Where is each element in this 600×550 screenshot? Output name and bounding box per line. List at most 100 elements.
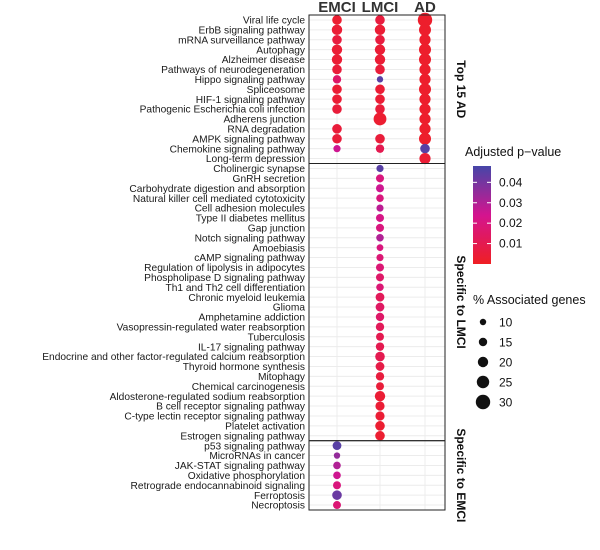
facet-label-specific-to-emci: Specific to EMCI bbox=[454, 428, 468, 522]
dot-chronic-myeloid-leukemia-lmci bbox=[375, 292, 385, 302]
term-label-erbb-signaling-pathway: ErbB signaling pathway bbox=[199, 25, 306, 36]
term-label-th1-and-th2-cell-differentiation: Th1 and Th2 cell differentiation bbox=[165, 283, 305, 294]
dot-alzheimer-disease-ad bbox=[419, 53, 431, 66]
size-legend-dot-15 bbox=[478, 337, 488, 347]
term-label-viral-life-cycle: Viral life cycle bbox=[243, 16, 305, 27]
dot-aldosterone-regulated-sodium-reabsorption-lmci bbox=[374, 390, 386, 402]
dot-autophagy-lmci bbox=[374, 44, 386, 55]
term-label-cholinergic-synapse: Cholinergic synapse bbox=[213, 164, 305, 175]
column-header-ad: AD bbox=[414, 0, 436, 16]
term-label-ampk-signaling-pathway: AMPK signaling pathway bbox=[192, 134, 306, 145]
dot-thyroid-hormone-synthesis-lmci bbox=[375, 362, 385, 371]
dot-viral-life-cycle-ad bbox=[417, 12, 433, 28]
term-label-autophagy: Autophagy bbox=[256, 45, 306, 56]
dot-notch-signaling-pathway-lmci bbox=[376, 233, 384, 242]
size-legend-title: % Associated genes bbox=[473, 293, 586, 307]
dot-chemokine-signaling-pathway-emci bbox=[333, 145, 341, 153]
dot-autophagy-emci bbox=[331, 44, 343, 55]
term-label-gnrh-secretion: GnRH secretion bbox=[233, 174, 305, 185]
dot-viral-life-cycle-lmci bbox=[375, 15, 385, 25]
term-label-b-cell-receptor-signaling-pathway: B cell receptor signaling pathway bbox=[156, 402, 306, 413]
term-label-hif-1-signaling-pathway: HIF-1 signaling pathway bbox=[196, 95, 306, 106]
size-legend-label-20: 20 bbox=[499, 356, 513, 370]
dot-carbohydrate-digestion-and-absorption-lmci bbox=[376, 184, 384, 193]
dot-amoebiasis-lmci bbox=[376, 244, 384, 252]
dot-erbb-signaling-pathway-lmci bbox=[374, 24, 386, 36]
dot-hippo-signaling-pathway-lmci bbox=[376, 76, 384, 83]
dot-retrograde-endocannabinoid-signaling-emci bbox=[333, 481, 341, 490]
dot-cholinergic-synapse-lmci bbox=[376, 164, 384, 173]
size-legend-label-10: 10 bbox=[499, 316, 513, 330]
dot-p53-signaling-pathway-emci bbox=[332, 441, 342, 451]
term-label-carbohydrate-digestion-and-absorption: Carbohydrate digestion and absorption bbox=[129, 184, 305, 195]
dot-phospholipase-d-signaling-pathway-lmci bbox=[376, 273, 384, 282]
term-label-platelet-activation: Platelet activation bbox=[225, 421, 305, 432]
dot-natural-killer-cell-mediated-cytotoxicity-lmci bbox=[376, 194, 384, 202]
term-label-cell-adhesion-molecules: Cell adhesion molecules bbox=[195, 204, 305, 215]
term-label-endocrine-and-other-factor-regulated-calcium-reabsorption: Endocrine and other factor-regulated cal… bbox=[42, 352, 305, 363]
column-header-lmci: LMCI bbox=[362, 0, 399, 16]
color-legend-tick-label: 0.01 bbox=[499, 237, 523, 251]
facet-labels: Top 15 AD Specific to LMCI Specific to EMC… bbox=[454, 60, 468, 522]
dot-alzheimer-disease-lmci bbox=[374, 54, 386, 65]
dot-hif-1-signaling-pathway-ad bbox=[419, 93, 431, 105]
dot-erbb-signaling-pathway-emci bbox=[331, 24, 343, 36]
dot-mrna-surveillance-pathway-emci bbox=[332, 34, 342, 45]
size-legend-dot-10 bbox=[479, 318, 487, 326]
dot-spliceosome-lmci bbox=[375, 84, 385, 95]
dot-rna-degradation-ad bbox=[419, 123, 431, 135]
color-legend-tick-label: 0.02 bbox=[499, 216, 523, 230]
dot-regulation-of-lipolysis-in-adipocytes-lmci bbox=[376, 263, 384, 272]
dot-cell-adhesion-molecules-lmci bbox=[376, 204, 384, 212]
term-label-mitophagy: Mitophagy bbox=[258, 372, 306, 383]
dot-micrornas-in-cancer-emci bbox=[333, 452, 341, 459]
dot-glioma-lmci bbox=[375, 302, 385, 312]
term-label-c-type-lectin-receptor-signaling-pathway: C-type lectin receptor signaling pathway bbox=[124, 412, 306, 423]
dot-camp-signaling-pathway-lmci bbox=[376, 253, 384, 262]
term-label-amphetamine-addiction: Amphetamine addiction bbox=[199, 313, 305, 324]
column-headers: EMCI LMCI AD bbox=[318, 0, 436, 16]
dot-hippo-signaling-pathway-emci bbox=[332, 75, 342, 84]
dot-chemokine-signaling-pathway-ad bbox=[420, 143, 430, 154]
dot-gnrh-secretion-lmci bbox=[376, 174, 384, 183]
term-label-jak-stat-signaling-pathway: JAK-STAT signaling pathway bbox=[175, 461, 306, 472]
dot-marks bbox=[331, 12, 433, 510]
term-label-phospholipase-d-signaling-pathway: Phospholipase D signaling pathway bbox=[144, 273, 306, 284]
facet-label-top-15-ad: Top 15 AD bbox=[454, 60, 468, 118]
dot-pathogenic-escherichia-coli-infection-lmci bbox=[375, 104, 385, 114]
dot-tuberculosis-lmci bbox=[376, 332, 384, 341]
term-label-mrna-surveillance-pathway: mRNA surveillance pathway bbox=[178, 35, 306, 46]
term-label-chronic-myeloid-leukemia: Chronic myeloid leukemia bbox=[188, 293, 305, 304]
color-legend-bar bbox=[473, 166, 491, 264]
size-legend-dot-20 bbox=[477, 356, 489, 368]
dot-autophagy-ad bbox=[419, 43, 431, 56]
dot-erbb-signaling-pathway-ad bbox=[419, 23, 431, 36]
size-legend-label-25: 25 bbox=[499, 376, 513, 390]
dot-hippo-signaling-pathway-ad bbox=[419, 73, 431, 85]
term-label-oxidative-phosphorylation: Oxidative phosphorylation bbox=[188, 471, 305, 482]
dot-pathways-of-neurodegeneration-lmci bbox=[375, 64, 385, 75]
dot-mrna-surveillance-pathway-lmci bbox=[375, 34, 385, 45]
dot-pathogenic-escherichia-coli-infection-emci bbox=[332, 104, 342, 114]
term-label-hippo-signaling-pathway: Hippo signaling pathway bbox=[195, 75, 306, 86]
term-label-aldosterone-regulated-sodium-reabsorption: Aldosterone-regulated sodium reabsorptio… bbox=[110, 392, 305, 403]
panel-borders bbox=[308, 14, 446, 511]
dot-chemokine-signaling-pathway-lmci bbox=[375, 144, 385, 153]
dot-b-cell-receptor-signaling-pathway-lmci bbox=[375, 401, 385, 411]
dot-adherens-junction-ad bbox=[419, 113, 431, 125]
term-label-estrogen-signaling-pathway: Estrogen signaling pathway bbox=[180, 431, 305, 442]
term-label-type-ii-diabetes-mellitus: Type II diabetes mellitus bbox=[196, 214, 305, 225]
dot-ampk-signaling-pathway-lmci bbox=[375, 133, 385, 144]
dot-c-type-lectin-receptor-signaling-pathway-lmci bbox=[375, 411, 385, 421]
term-label-alzheimer-disease: Alzheimer disease bbox=[222, 55, 306, 66]
dot-alzheimer-disease-emci bbox=[331, 54, 343, 65]
term-label-regulation-of-lipolysis-in-adipocytes: Regulation of lipolysis in adipocytes bbox=[144, 263, 305, 274]
dot-ampk-signaling-pathway-ad bbox=[419, 132, 431, 145]
term-label-camp-signaling-pathway: cAMP signaling pathway bbox=[194, 253, 306, 264]
term-label-vasopressin-regulated-water-reabsorption: Vasopressin-regulated water reabsorption bbox=[117, 322, 305, 333]
term-label-glioma: Glioma bbox=[273, 303, 306, 314]
dot-platelet-activation-lmci bbox=[375, 421, 385, 431]
term-label-spliceosome: Spliceosome bbox=[247, 85, 306, 96]
dot-adherens-junction-lmci bbox=[373, 112, 387, 126]
